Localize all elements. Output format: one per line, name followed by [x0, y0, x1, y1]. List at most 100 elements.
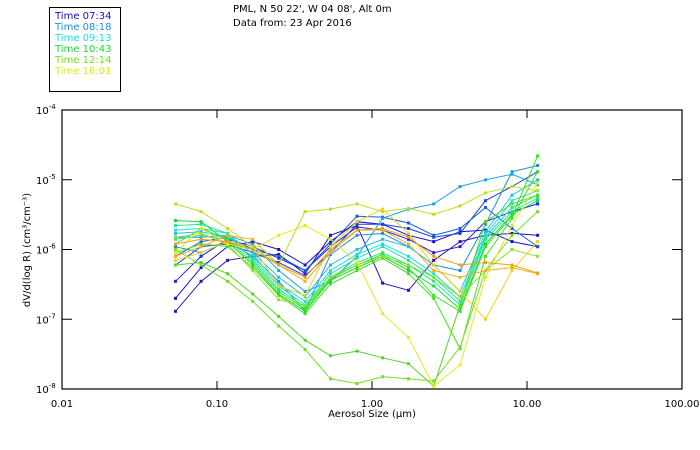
- data-point: [484, 228, 487, 232]
- data-point: [174, 296, 177, 300]
- data-point: [174, 245, 177, 249]
- data-point: [458, 290, 462, 293]
- data-point: [510, 199, 514, 203]
- data-point: [303, 309, 307, 313]
- data-point: [381, 256, 385, 260]
- data-point: [329, 233, 332, 237]
- data-point: [277, 261, 281, 264]
- data-point: [510, 210, 514, 214]
- data-point: [199, 220, 203, 224]
- data-point: [303, 279, 307, 283]
- data-point: [458, 275, 462, 279]
- data-point: [458, 240, 462, 244]
- data-point: [226, 272, 230, 276]
- data-point: [303, 290, 307, 293]
- data-point: [432, 240, 436, 244]
- data-point: [432, 275, 436, 279]
- data-point: [381, 375, 385, 379]
- data-point: [536, 193, 540, 197]
- data-point: [355, 202, 359, 206]
- data-point: [510, 170, 514, 174]
- data-point: [381, 216, 385, 220]
- data-point: [174, 248, 177, 251]
- data-point: [251, 263, 255, 267]
- data-point: [303, 303, 307, 307]
- series-s14: [174, 170, 540, 351]
- data-point: [458, 231, 462, 235]
- data-point: [407, 235, 410, 239]
- data-point: [303, 269, 307, 272]
- series-s11: [174, 196, 540, 309]
- legend-item: Time 12:14: [55, 55, 112, 66]
- data-point: [329, 245, 332, 249]
- data-point: [484, 178, 487, 182]
- data-point: [381, 312, 385, 316]
- data-point: [329, 272, 332, 276]
- data-point: [277, 233, 281, 237]
- data-point: [484, 222, 487, 226]
- data-point: [277, 275, 281, 279]
- data-point: [329, 278, 332, 282]
- data-point: [484, 237, 487, 241]
- data-point: [226, 237, 230, 241]
- y-tick-label: 10-7: [36, 312, 56, 326]
- data-point: [226, 242, 230, 246]
- data-point: [251, 266, 255, 270]
- data-point: [407, 233, 410, 237]
- data-point: [277, 293, 281, 297]
- data-point: [458, 245, 462, 249]
- data-point: [226, 258, 230, 262]
- data-point: [484, 269, 487, 272]
- data-point: [199, 279, 203, 283]
- data-point: [355, 222, 359, 226]
- data-point: [536, 181, 540, 185]
- data-point: [329, 282, 332, 286]
- data-point: [251, 258, 255, 262]
- data-point: [174, 258, 177, 262]
- data-point: [536, 199, 540, 203]
- data-point: [199, 231, 203, 235]
- data-point: [174, 263, 177, 267]
- series-line: [175, 155, 539, 313]
- chart-title-location: PML, N 50 22', W 04 08', Alt 0m: [233, 4, 392, 15]
- data-point: [432, 384, 436, 388]
- data-point: [199, 263, 203, 267]
- data-point: [226, 231, 230, 235]
- data-point: [407, 245, 410, 249]
- data-point: [510, 227, 514, 230]
- data-point: [536, 164, 540, 167]
- data-point: [251, 299, 255, 303]
- x-tick-label: 0.10: [206, 399, 228, 410]
- data-point: [536, 271, 540, 275]
- data-point: [355, 254, 359, 258]
- data-point: [407, 362, 410, 366]
- data-point: [432, 269, 436, 272]
- data-point: [458, 363, 462, 367]
- data-point: [226, 235, 230, 239]
- data-point: [199, 237, 203, 241]
- data-point: [510, 240, 514, 244]
- data-point: [536, 189, 540, 193]
- y-tick-label: 10-4: [36, 103, 56, 117]
- data-point: [432, 379, 436, 383]
- data-point: [355, 220, 359, 224]
- data-point: [407, 335, 410, 339]
- data-point: [251, 252, 255, 256]
- data-point: [458, 347, 462, 351]
- data-point: [536, 233, 540, 237]
- legend-item: Time 08:18: [55, 22, 112, 33]
- data-point: [277, 263, 281, 267]
- data-point: [510, 266, 514, 270]
- data-point: [381, 242, 385, 246]
- data-point: [510, 216, 514, 220]
- data-point: [355, 252, 359, 256]
- data-point: [510, 269, 514, 272]
- data-point: [484, 206, 487, 209]
- data-point: [484, 235, 487, 239]
- data-point: [226, 227, 230, 230]
- data-point: [536, 240, 540, 244]
- data-point: [277, 248, 281, 251]
- data-point: [458, 307, 462, 311]
- data-point: [329, 269, 332, 272]
